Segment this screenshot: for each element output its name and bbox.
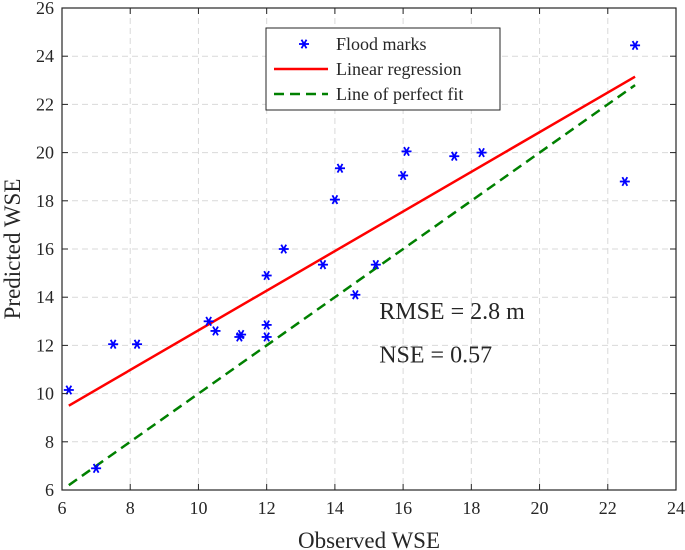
- flood-mark-point: [317, 259, 328, 270]
- y-tick-label: 16: [36, 239, 54, 259]
- x-tick-label: 24: [667, 498, 685, 518]
- y-tick-label: 24: [36, 46, 54, 66]
- flood-mark-point: [398, 170, 409, 181]
- flood-mark-point: [261, 270, 272, 281]
- flood-mark-point: [335, 163, 346, 174]
- legend-label-flood-marks: Flood marks: [336, 34, 427, 54]
- line-of-perfect-fit-line: [68, 84, 636, 487]
- x-tick-label: 20: [531, 498, 549, 518]
- flood-mark-point: [401, 146, 412, 157]
- y-tick-label: 6: [45, 480, 54, 500]
- x-tick-label: 16: [394, 498, 412, 518]
- flood-mark-point: [261, 320, 272, 330]
- flood-mark-point: [370, 259, 381, 270]
- legend-label-line-of-perfect-fit: Line of perfect fit: [336, 84, 463, 104]
- flood-mark-point: [278, 244, 289, 254]
- flood-mark-point: [630, 40, 641, 51]
- flood-mark-point: [91, 463, 102, 474]
- x-tick-label: 12: [258, 498, 276, 518]
- x-tick-label: 8: [126, 498, 135, 518]
- y-tick-label: 10: [36, 384, 54, 404]
- y-tick-label: 12: [36, 335, 54, 355]
- flood-mark-point: [108, 339, 119, 349]
- axis-ticks: 6 8 10 12 14 16 18 20 22 24 6 8 10 12 14 16 18 20 22 24 26: [36, 0, 685, 518]
- y-tick-label: 14: [36, 287, 54, 307]
- legend-label-linear-regression: Linear regression: [336, 59, 461, 79]
- flood-mark-point: [476, 147, 487, 158]
- y-tick-label: 8: [45, 432, 54, 452]
- flood-mark-point: [619, 176, 630, 187]
- x-tick-label: 18: [462, 498, 480, 518]
- legend-marker-flood-marks: [299, 39, 309, 49]
- linear-regression-line: [68, 75, 636, 407]
- y-tick-label: 18: [36, 191, 54, 211]
- flood-mark-point: [449, 151, 460, 161]
- x-axis-label: Observed WSE: [298, 528, 440, 550]
- x-tick-label: 6: [58, 498, 67, 518]
- annotation-text-nse: NSE = 0.57: [379, 342, 492, 368]
- x-tick-label: 10: [189, 498, 207, 518]
- flood-mark-point: [63, 385, 74, 395]
- x-tick-label: 14: [326, 498, 344, 518]
- flood-mark-point: [329, 194, 340, 205]
- legend: Flood marks Linear regression Line of perf…: [265, 27, 501, 111]
- y-tick-label: 26: [36, 0, 54, 18]
- flood-mark-point: [132, 339, 143, 349]
- y-tick-label: 22: [36, 94, 54, 114]
- y-tick-label: 20: [36, 143, 54, 163]
- x-tick-label: 22: [599, 498, 617, 518]
- flood-marks-points: [63, 40, 641, 474]
- flood-mark-point: [210, 326, 221, 336]
- annotations: RMSE = 2.8 m NSE = 0.57: [379, 299, 525, 368]
- flood-mark-point: [236, 329, 247, 340]
- annotation-text-rmse: RMSE = 2.8 m: [379, 299, 525, 325]
- series-lines: [68, 75, 636, 487]
- flood-mark-point: [350, 290, 361, 300]
- y-axis-label: Predicted WSE: [0, 179, 25, 320]
- flood-mark-point: [203, 316, 214, 327]
- flood-mark-point: [261, 332, 272, 342]
